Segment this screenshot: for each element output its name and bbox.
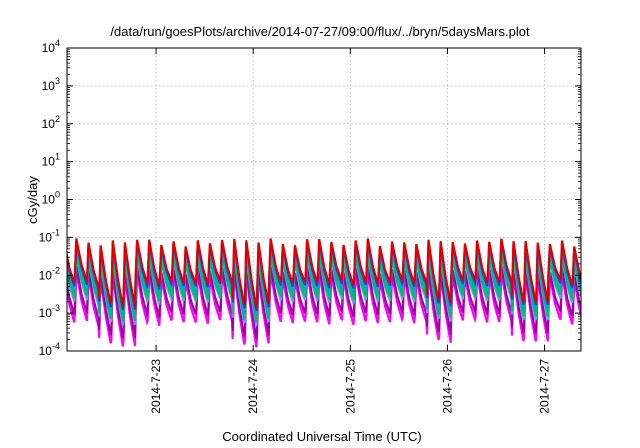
x-tick-label: 2014-7-25 bbox=[343, 359, 357, 414]
series-group bbox=[67, 238, 581, 348]
x-tick-label: 2014-7-27 bbox=[538, 359, 552, 414]
x-tick-label: 2014-7-23 bbox=[149, 359, 163, 414]
y-tick-labels: 10-4 10-3 10-2 10-1 100 101 102 103 104 bbox=[39, 38, 60, 358]
axes bbox=[66, 47, 582, 352]
y-tick-label: 10-1 bbox=[39, 227, 60, 244]
x-axis-label: Coordinated Universal Time (UTC) bbox=[222, 429, 421, 444]
plot-frame bbox=[66, 47, 582, 352]
data-series-line bbox=[67, 238, 581, 309]
x-tick-labels: 2014-7-23 2014-7-24 2014-7-25 2014-7-26 2014… bbox=[149, 359, 552, 414]
y-tick-label: 102 bbox=[42, 114, 60, 131]
y-tick-label: 10-4 bbox=[39, 341, 60, 358]
y-tick-label: 103 bbox=[42, 76, 60, 93]
x-tick-label: 2014-7-24 bbox=[246, 359, 260, 414]
y-tick-label: 104 bbox=[42, 38, 60, 55]
data-series-line bbox=[67, 265, 581, 340]
y-tick-label: 10-2 bbox=[39, 265, 60, 282]
y-tick-label: 10-3 bbox=[39, 303, 60, 320]
chart-title: /data/run/goesPlots/archive/2014-07-27/0… bbox=[110, 24, 530, 39]
y-tick-label: 101 bbox=[42, 152, 60, 169]
y-tick-label: 100 bbox=[42, 190, 60, 207]
x-tick-label: 2014-7-26 bbox=[440, 359, 454, 414]
y-axis-label: cGy/day bbox=[25, 176, 40, 224]
